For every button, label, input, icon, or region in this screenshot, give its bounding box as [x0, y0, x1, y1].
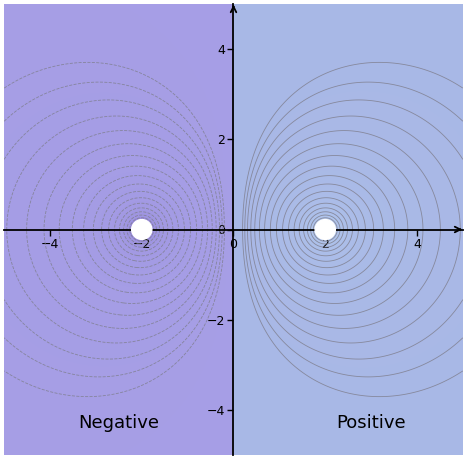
- Circle shape: [315, 219, 335, 240]
- Text: Negative: Negative: [78, 414, 159, 432]
- Circle shape: [132, 219, 152, 240]
- Text: Positive: Positive: [336, 414, 406, 432]
